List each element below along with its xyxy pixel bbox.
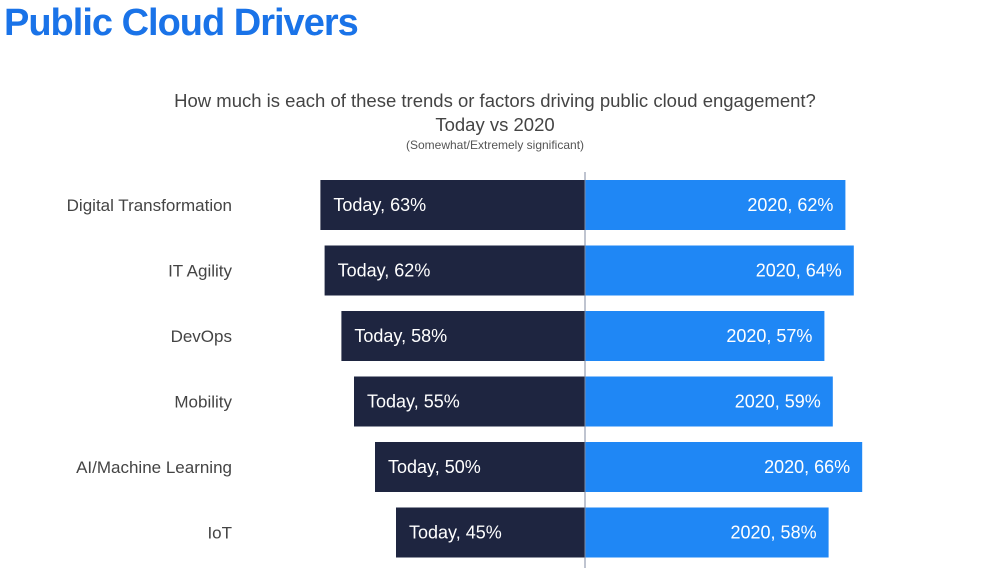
data-label-today: Today, 50%	[388, 457, 481, 477]
chart-subtitle: Today vs 2020	[435, 114, 555, 135]
bar-today	[341, 311, 585, 361]
data-label-2020: 2020, 62%	[747, 195, 833, 215]
data-label-today: Today, 63%	[333, 195, 426, 215]
chart-title: How much is each of these trends or fact…	[174, 90, 816, 111]
category-label: Mobility	[174, 393, 232, 412]
data-label-today: Today, 45%	[409, 523, 502, 543]
bar-today	[375, 442, 585, 492]
bar-2020	[585, 245, 854, 296]
bar-2020	[585, 507, 829, 558]
category-label: Digital Transformation	[67, 196, 232, 215]
category-label: IT Agility	[168, 262, 232, 281]
category-label: DevOps	[171, 327, 232, 346]
data-label-2020: 2020, 59%	[735, 392, 821, 412]
data-label-2020: 2020, 64%	[756, 261, 842, 281]
category-label: AI/Machine Learning	[76, 458, 232, 477]
data-label-today: Today, 55%	[367, 392, 460, 412]
data-label-2020: 2020, 57%	[726, 326, 812, 346]
bar-2020	[585, 311, 825, 361]
category-label: IoT	[207, 524, 232, 543]
chart-note: (Somewhat/Extremely significant)	[405, 138, 585, 152]
bar-2020	[585, 442, 863, 492]
data-label-2020: 2020, 58%	[731, 523, 817, 543]
bar-today	[324, 245, 585, 296]
data-label-2020: 2020, 66%	[764, 457, 850, 477]
bar-today	[354, 376, 585, 427]
data-label-today: Today, 58%	[354, 326, 447, 346]
bar-today	[320, 180, 585, 230]
bar-2020	[585, 180, 846, 230]
slide-title: Public Cloud Drivers	[4, 2, 359, 44]
bar-today	[396, 507, 585, 558]
data-label-today: Today, 62%	[338, 261, 431, 281]
bar-2020	[585, 376, 833, 427]
